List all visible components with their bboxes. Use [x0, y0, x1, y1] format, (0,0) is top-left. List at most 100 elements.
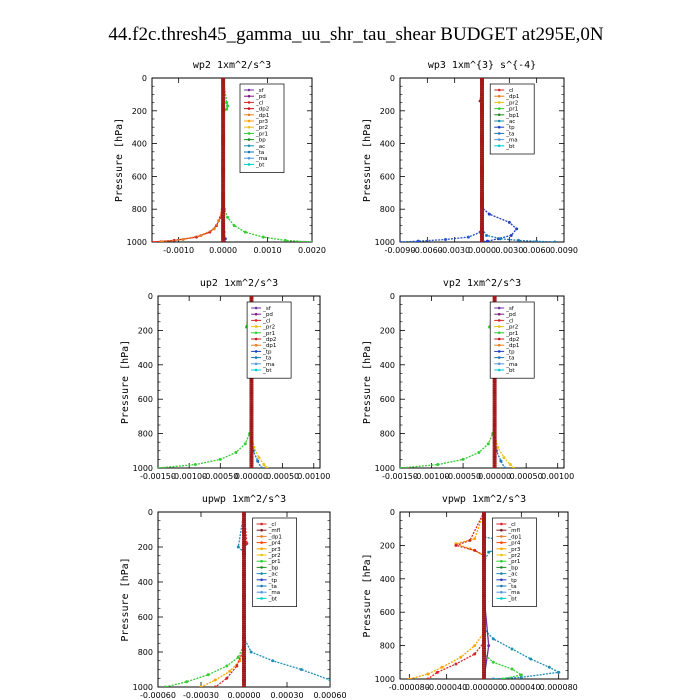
center-column-mark — [492, 433, 497, 436]
legend-entry: _bt — [505, 144, 515, 150]
legend-entry: _ac — [505, 119, 515, 125]
legend-marker — [247, 138, 251, 141]
legend-marker — [254, 356, 258, 359]
data-point-_tp — [271, 659, 275, 663]
data-point-_pr2 — [185, 680, 189, 684]
center-column-mark — [249, 402, 254, 405]
legend-marker — [497, 144, 501, 148]
center-column-mark — [242, 592, 246, 595]
x-tick-label: -0.00150 — [140, 472, 176, 481]
center-column-mark — [242, 645, 246, 648]
center-column-mark — [480, 139, 484, 142]
data-point-_ta — [416, 239, 420, 242]
center-column-mark — [482, 673, 486, 676]
center-column-mark — [492, 410, 497, 413]
legend-entry: _bp — [255, 138, 266, 144]
center-column-mark — [242, 553, 246, 555]
data-point-_pr2 — [519, 673, 523, 677]
data-point-_ac — [261, 235, 265, 239]
center-column-mark — [492, 439, 497, 442]
center-column-mark — [480, 147, 484, 150]
center-column-mark — [480, 228, 484, 231]
center-column-mark — [242, 662, 246, 665]
x-tick-label: 0.00100 — [297, 472, 330, 481]
center-column-mark — [480, 204, 484, 207]
center-column-mark — [249, 443, 254, 446]
center-column-mark — [221, 199, 226, 202]
center-column-mark — [482, 565, 486, 568]
legend-entry: _ac — [507, 572, 517, 578]
legend-marker — [247, 156, 251, 160]
center-column-mark — [221, 181, 226, 184]
legend-entry: _mfl — [268, 528, 281, 534]
center-column-mark — [249, 466, 254, 468]
legend-entry: _dp1 — [505, 343, 519, 349]
legend-entry: _ma — [505, 362, 517, 368]
center-column-mark — [242, 574, 246, 576]
center-column-mark — [480, 189, 484, 192]
center-column-mark — [480, 153, 484, 156]
center-column-mark — [221, 214, 226, 217]
center-column-mark — [482, 601, 486, 604]
y-tick-label: 0 — [390, 292, 395, 301]
center-column-mark — [492, 455, 497, 458]
data-point-_tp — [491, 637, 495, 641]
data-point-_dp1 — [400, 466, 402, 468]
y-tick-label: 400 — [138, 578, 153, 587]
data-point-_pr3 — [213, 678, 217, 682]
center-column-mark — [482, 531, 486, 534]
data-point-_dp1 — [218, 457, 222, 461]
legend-entry: _cl — [507, 522, 516, 528]
center-column-mark — [242, 637, 246, 639]
center-column-mark — [480, 130, 484, 133]
center-column-mark — [482, 613, 486, 616]
center-column-mark — [482, 519, 486, 522]
panel-title: upwp 1xm^2/s^3 — [202, 494, 286, 505]
center-column-mark — [482, 557, 486, 560]
y-tick-label: 200 — [138, 326, 153, 335]
y-tick-label: 200 — [380, 541, 395, 550]
legend-marker — [500, 559, 503, 563]
legend-entry: _pr4 — [507, 541, 521, 547]
data-point-_cl — [152, 240, 154, 242]
center-column-mark — [482, 575, 486, 578]
center-column-mark — [221, 171, 226, 174]
center-column-mark — [221, 226, 226, 229]
center-column-mark — [249, 441, 254, 444]
center-column-mark — [221, 167, 226, 170]
center-column-mark — [221, 228, 226, 231]
data-point-_tp — [487, 550, 491, 554]
data-point-_tp — [328, 685, 330, 687]
center-column-mark — [482, 539, 486, 542]
center-column-mark — [221, 222, 226, 225]
center-column-mark — [249, 427, 254, 430]
center-column-mark — [221, 86, 226, 89]
legend-marker — [260, 541, 263, 544]
center-column-mark — [242, 534, 246, 537]
legend-entry: _bp1 — [505, 113, 519, 119]
center-column-mark — [242, 567, 246, 570]
center-column-mark — [249, 453, 254, 456]
center-column-mark — [221, 197, 226, 200]
data-point-_ta — [466, 235, 470, 239]
center-column-mark — [480, 136, 484, 139]
center-column-mark — [492, 383, 497, 386]
y-tick-label: 400 — [138, 361, 153, 370]
y-tick-label: 0 — [148, 292, 153, 301]
legend-entry: _ma — [507, 590, 519, 596]
x-tick-label: 0.000040 — [502, 683, 540, 692]
data-point-_dp1 — [193, 463, 197, 467]
y-tick-label: 0 — [148, 508, 153, 517]
data-point-_dp1 — [217, 219, 221, 223]
center-column-mark — [221, 122, 226, 125]
center-column-mark — [480, 82, 484, 85]
y-tick-label: 400 — [380, 361, 395, 370]
center-column-mark — [221, 126, 226, 129]
center-column-mark — [242, 630, 246, 633]
legend-entry: _pr3 — [507, 547, 521, 553]
y-tick-label: 0 — [142, 74, 147, 83]
center-column-mark — [242, 512, 246, 513]
legend-marker — [500, 566, 503, 569]
center-column-mark — [480, 134, 484, 137]
legend-marker — [254, 368, 258, 372]
